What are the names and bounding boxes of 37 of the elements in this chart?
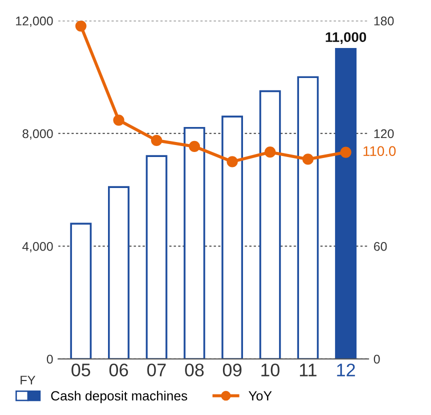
x-tick-label: 10 xyxy=(261,364,280,376)
bar xyxy=(146,155,168,359)
x-axis-title: FY xyxy=(20,376,36,384)
bar xyxy=(108,186,130,359)
point xyxy=(340,146,352,158)
y2-tick-label: 120 xyxy=(374,129,394,138)
x-tick-label: 07 xyxy=(147,364,166,376)
y2-tick-label: 60 xyxy=(374,242,387,251)
data-label: 11,000 xyxy=(326,32,366,44)
y2-tick-label: 180 xyxy=(374,16,394,26)
x-tick-label: 08 xyxy=(185,364,204,376)
data-label: 110.0 xyxy=(364,146,396,156)
point xyxy=(75,20,86,32)
x-tick-label: 09 xyxy=(222,364,242,376)
point xyxy=(188,140,200,152)
x-tick-label: 12 xyxy=(337,364,355,376)
y-tick-label: 12,000 xyxy=(16,16,53,27)
point xyxy=(113,114,124,126)
legend-label: YoY xyxy=(248,391,272,401)
x-tick-label: 05 xyxy=(72,364,90,376)
bar xyxy=(259,90,281,359)
bar xyxy=(184,126,206,359)
bar xyxy=(335,48,357,359)
bar xyxy=(222,116,244,359)
point xyxy=(302,154,314,165)
point xyxy=(264,146,276,158)
y2-tick-label: 0 xyxy=(374,354,380,364)
x-tick-label: 11 xyxy=(300,364,316,376)
y-tick-label: 0 xyxy=(46,354,53,364)
point xyxy=(151,134,162,146)
y-tick-label: 4,000 xyxy=(22,242,53,252)
point xyxy=(226,156,238,168)
x-tick-label: 06 xyxy=(109,364,128,376)
bar xyxy=(70,222,92,359)
bar xyxy=(297,76,319,359)
y-tick-label: 8,000 xyxy=(22,129,53,140)
legend-label: Cash deposit machines xyxy=(51,390,188,404)
